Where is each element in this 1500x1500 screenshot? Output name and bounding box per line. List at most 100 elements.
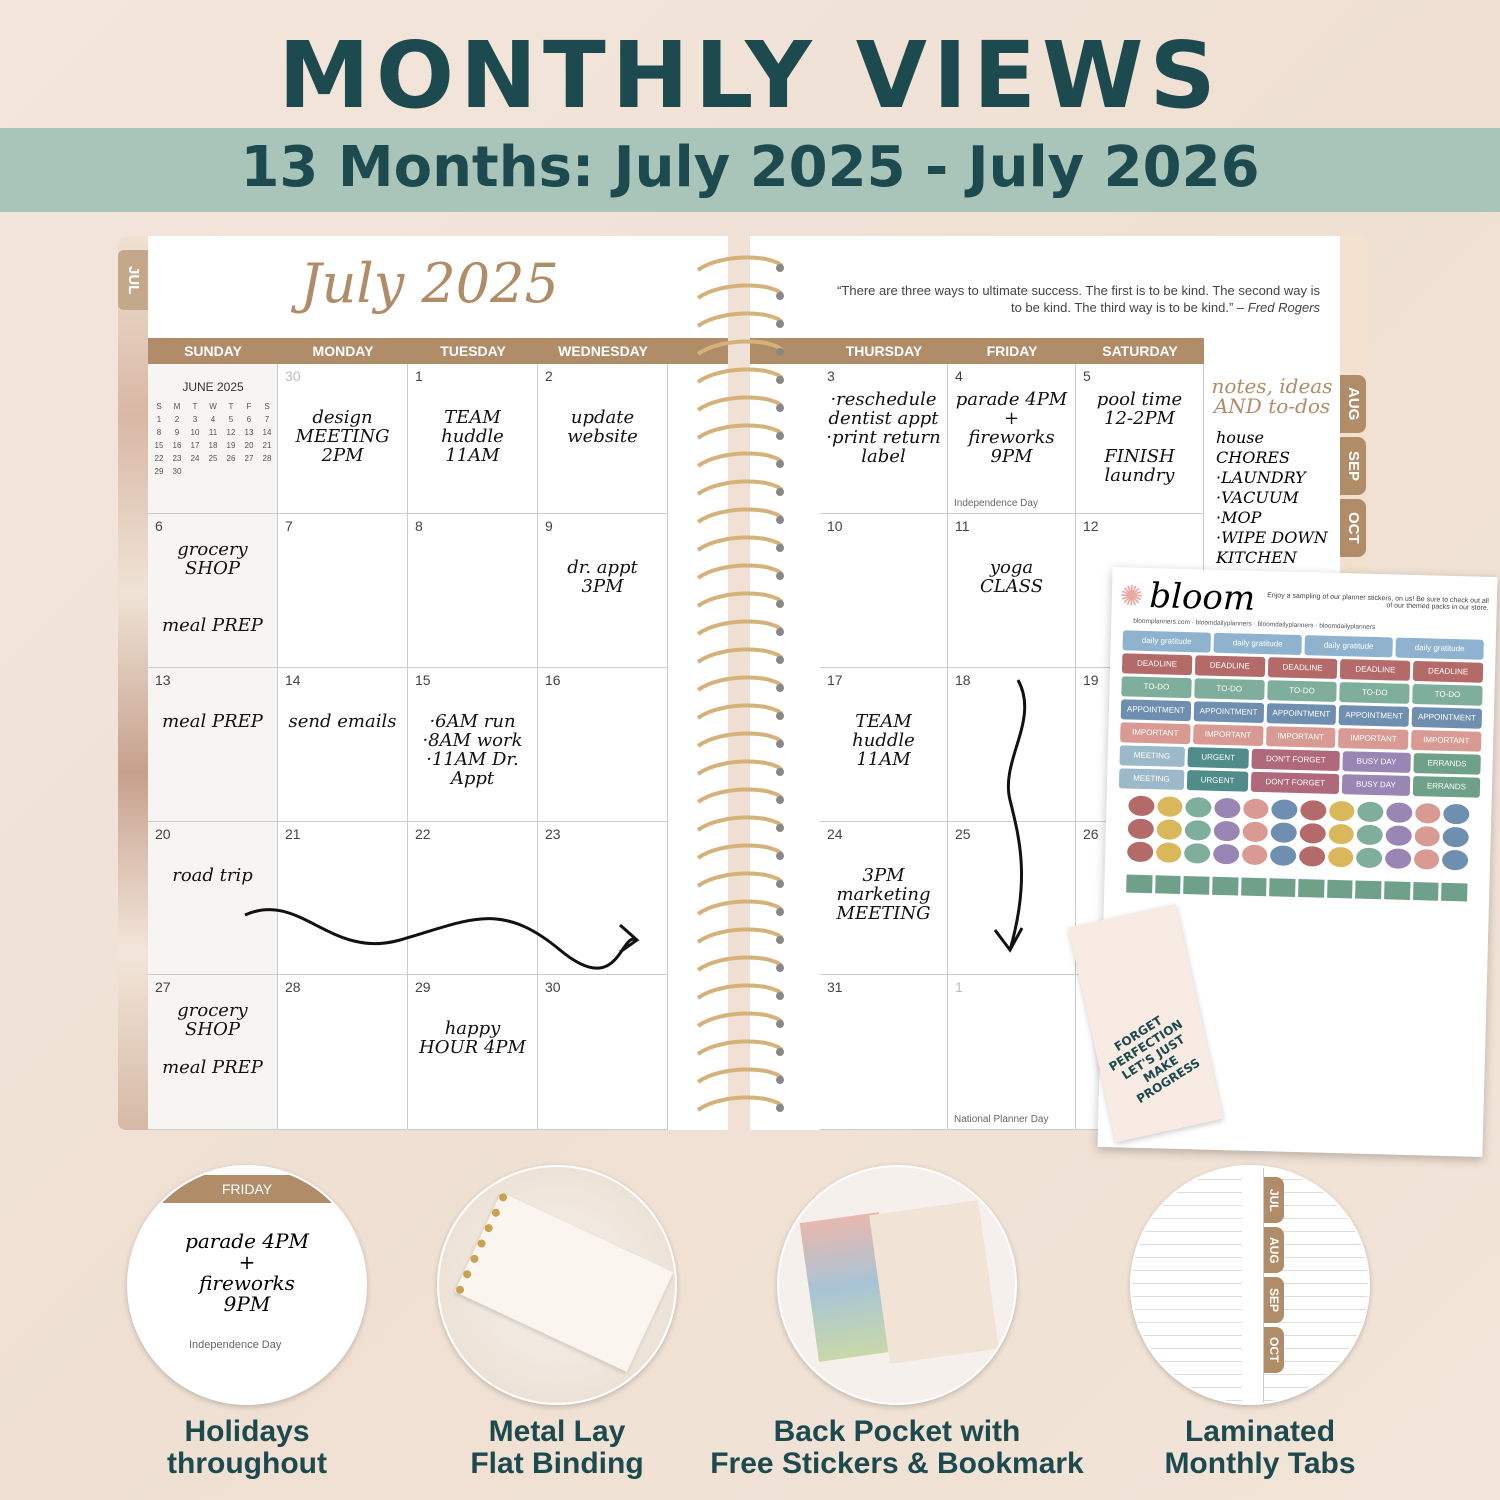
day-cell[interactable]: 29 happy HOUR 4PM <box>408 975 538 1130</box>
spiral-hole <box>776 908 784 916</box>
day-cell[interactable]: 1 National Planner Day <box>948 975 1076 1130</box>
tab-oct[interactable]: OCT <box>1340 499 1366 557</box>
day-number: 18 <box>955 672 971 688</box>
day-cell[interactable]: 17 TEAM huddle 11AM <box>820 668 948 822</box>
mini-day: 2 <box>174 415 180 424</box>
quote-text: “There are three ways to ultimate succes… <box>837 283 1320 315</box>
spiral-ring <box>696 787 784 804</box>
mini-day: 12 <box>226 428 236 437</box>
weekday-monday: MONDAY <box>312 343 374 359</box>
sticker: APPOINTMENT <box>1120 699 1191 722</box>
day-cell[interactable]: 9 dr. appt 3PM <box>538 514 668 668</box>
day-cell[interactable]: 3 ·reschedule dentist appt ·print return … <box>820 364 948 514</box>
spiral-hole <box>776 1076 784 1084</box>
tab-aug[interactable]: AUG <box>1340 375 1366 433</box>
day-cell[interactable]: 11 yoga CLASS <box>948 514 1076 668</box>
icon-sticker <box>1384 848 1412 869</box>
day-cell[interactable]: 5 pool time 12-2PM FINISH laundry <box>1076 364 1204 514</box>
day-cell[interactable]: 27 grocery SHOP meal PREP <box>148 975 278 1130</box>
day-cell[interactable]: 28 <box>278 975 408 1130</box>
day-cell[interactable]: 10 <box>820 514 948 668</box>
tab-sep[interactable]: SEP <box>1340 437 1366 495</box>
icon-sticker <box>1270 822 1298 843</box>
icon-sticker <box>1126 841 1154 863</box>
dollar-sticker <box>1154 875 1181 894</box>
day-cell[interactable]: 2 update website <box>538 364 668 514</box>
icon-sticker <box>1214 797 1241 819</box>
spiral-ring <box>696 339 784 356</box>
mini-day: 6 <box>246 415 252 424</box>
sticker: TO-DO <box>1412 683 1483 706</box>
day-cell[interactable]: 25 <box>948 822 1076 975</box>
tab-jul[interactable]: JUL <box>118 250 148 310</box>
icon-sticker <box>1242 798 1269 820</box>
sticker: MEETING <box>1119 745 1185 767</box>
mini-day: 22 <box>154 454 164 463</box>
sticker: daily gratitude <box>1304 635 1393 658</box>
icon-sticker <box>1356 824 1383 846</box>
dollar-sticker <box>1269 878 1296 897</box>
handwritten-note: send emails <box>288 711 397 732</box>
day-cell[interactable]: 30 <box>538 975 668 1130</box>
sticker: TO-DO <box>1194 678 1265 701</box>
day-cell[interactable]: 6 grocery SHOP meal PREP <box>148 514 278 668</box>
icon-sticker <box>1155 842 1182 863</box>
day-cell[interactable]: 1 TEAM huddle 11AM <box>408 364 538 514</box>
day-cell[interactable]: 18 <box>948 668 1076 822</box>
sticker: APPOINTMENT <box>1411 706 1483 729</box>
mini-day: 29 <box>154 467 164 476</box>
icon-sticker <box>1213 820 1240 842</box>
mini-day: 5 <box>228 415 234 424</box>
spiral-ring <box>696 507 784 524</box>
notes-header: notes, ideas AND to-dos <box>1211 374 1333 418</box>
day-number: 17 <box>827 672 843 688</box>
day-cell[interactable]: 23 <box>538 822 668 975</box>
mini-dow: S <box>156 402 162 411</box>
sticker: DON'T FORGET <box>1251 748 1340 772</box>
day-cell[interactable]: 22 <box>408 822 538 975</box>
spiral-hole <box>776 964 784 972</box>
day-cell[interactable]: 8 <box>408 514 538 668</box>
spiral-hole <box>776 544 784 552</box>
day-cell[interactable]: 20 road trip <box>148 822 278 975</box>
quote: “There are three ways to ultimate succes… <box>830 282 1320 316</box>
spiral-ring <box>696 619 784 636</box>
mini-dow: S <box>264 402 270 411</box>
icon-sticker <box>1385 825 1412 846</box>
spiral-ring <box>696 843 784 860</box>
day-cell[interactable]: 30 design MEETING 2PM <box>278 364 408 514</box>
feature-image-holidays: FRIDAY parade 4PM + fireworks 9PM Indepe… <box>127 1165 367 1405</box>
handwritten-note: ·reschedule dentist appt ·print return l… <box>826 389 941 467</box>
day-number: 21 <box>285 826 301 842</box>
holiday-label: Independence Day <box>954 498 1038 509</box>
spiral-hole <box>776 292 784 300</box>
day-cell[interactable]: 16 <box>538 668 668 822</box>
mini-day: 1 <box>156 415 162 424</box>
day-cell[interactable]: 21 <box>278 822 408 975</box>
brand-logo: bloom <box>1148 576 1256 619</box>
day-cell[interactable]: 13 meal PREP <box>148 668 278 822</box>
day-cell[interactable]: 14 send emails <box>278 668 408 822</box>
day-number: 7 <box>285 518 293 534</box>
day-cell[interactable]: 31 <box>820 975 948 1130</box>
icon-sticker <box>1357 801 1384 823</box>
day-cell[interactable]: 4 parade 4PM + fireworks 9PM Independence … <box>948 364 1076 514</box>
day-cell[interactable] <box>148 364 278 514</box>
icon-sticker <box>1442 849 1469 871</box>
handwritten-note: yoga CLASS <box>979 557 1044 597</box>
icon-sticker <box>1185 797 1212 818</box>
icon-sticker <box>1413 849 1440 870</box>
sticker: IMPORTANT <box>1411 729 1482 752</box>
sticker: APPOINTMENT <box>1193 701 1264 724</box>
day-cell[interactable]: 24 3PM marketing MEETING <box>820 822 948 975</box>
day-cell[interactable]: 7 <box>278 514 408 668</box>
spiral-ring <box>696 367 784 384</box>
day-number: 16 <box>545 672 561 688</box>
spiral-ring <box>696 563 784 580</box>
mini-day: 25 <box>208 454 218 463</box>
mini-calendar: JUNE 2025 S M T W T F S 1 2 3 4 5 6 7 8 9 10 11 12 13 14 15 16… <box>150 380 276 476</box>
sticker: MEETING <box>1118 768 1184 790</box>
spiral-ring <box>696 591 784 608</box>
day-cell[interactable]: 15 ·6AM run ·8AM work ·11AM Dr. Appt <box>408 668 538 822</box>
tab-aug: AUG <box>1264 1227 1284 1273</box>
